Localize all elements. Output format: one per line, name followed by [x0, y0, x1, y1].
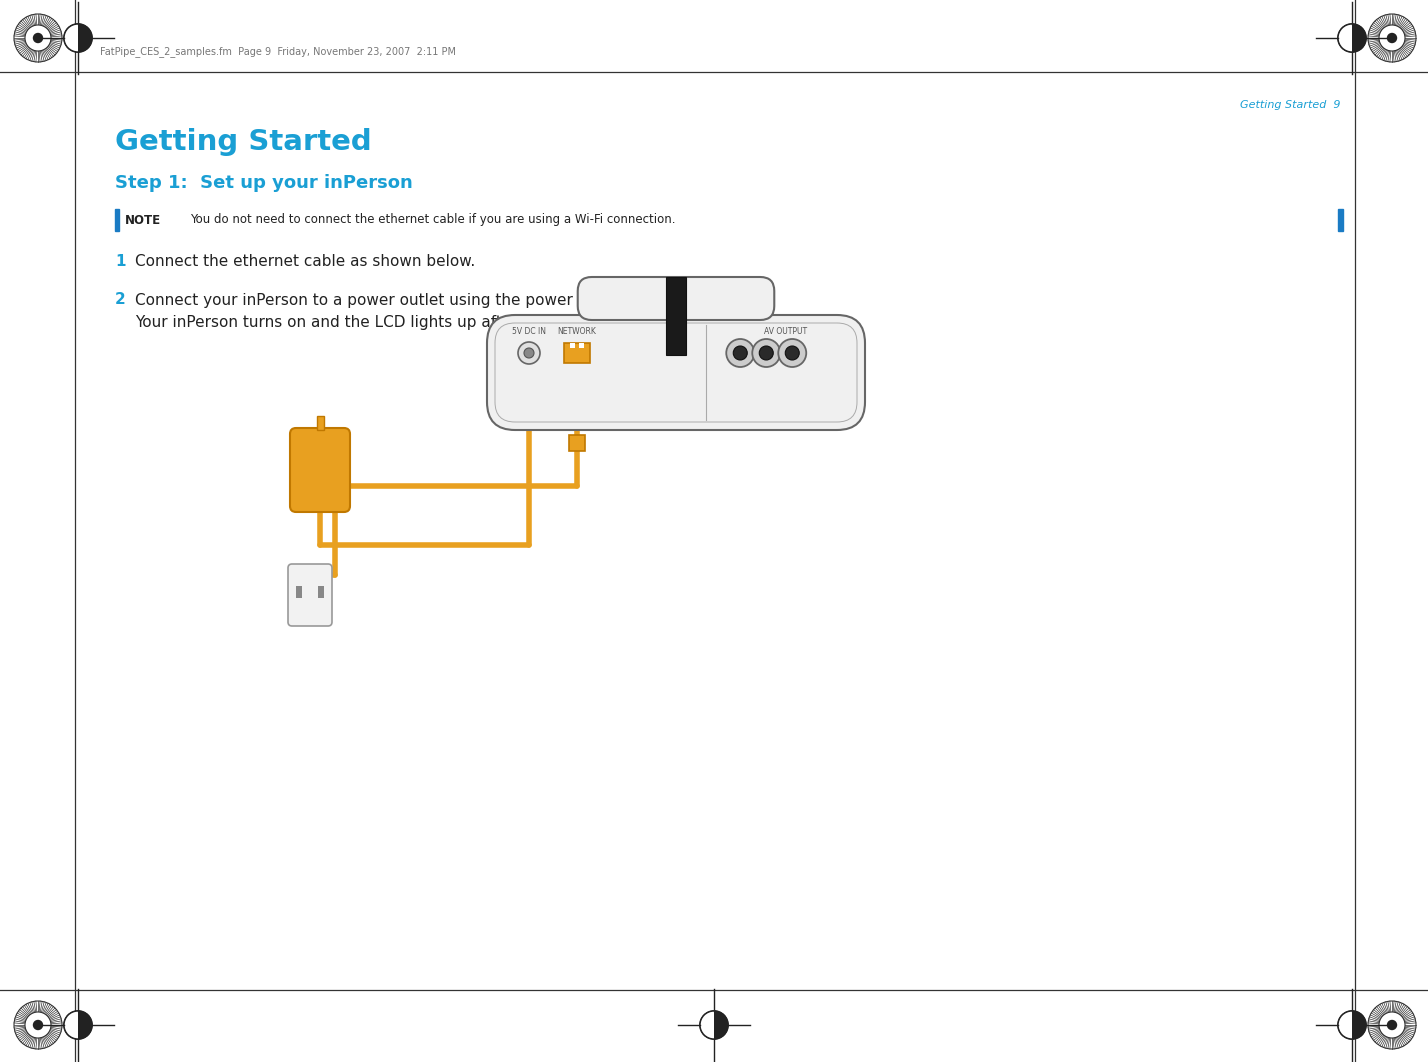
Circle shape: [26, 1012, 51, 1038]
Circle shape: [785, 346, 800, 360]
Bar: [665, 277, 685, 356]
Text: Connect your inPerson to a power outlet using the power adapter.: Connect your inPerson to a power outlet …: [136, 292, 641, 308]
Wedge shape: [79, 1011, 91, 1039]
FancyBboxPatch shape: [487, 315, 865, 430]
Wedge shape: [64, 24, 79, 52]
Circle shape: [778, 339, 807, 367]
Text: FatPipe_CES_2_samples.fm  Page 9  Friday, November 23, 2007  2:11 PM: FatPipe_CES_2_samples.fm Page 9 Friday, …: [100, 47, 456, 57]
Circle shape: [753, 339, 780, 367]
Circle shape: [26, 25, 51, 51]
Text: 1: 1: [116, 255, 126, 270]
Text: Connect the ethernet cable as shown below.: Connect the ethernet cable as shown belo…: [136, 255, 476, 270]
Wedge shape: [1352, 24, 1367, 52]
Circle shape: [1387, 33, 1397, 44]
Bar: [570, 343, 575, 348]
Wedge shape: [1338, 1011, 1352, 1039]
Circle shape: [1387, 1020, 1397, 1030]
Text: 5V DC IN: 5V DC IN: [513, 326, 545, 336]
Text: Your inPerson turns on and the LCD lights up after the power adapter is plugged : Your inPerson turns on and the LCD light…: [136, 314, 773, 329]
Text: Getting Started  9: Getting Started 9: [1240, 100, 1339, 110]
Circle shape: [33, 1020, 43, 1030]
Wedge shape: [64, 1011, 79, 1039]
FancyBboxPatch shape: [578, 277, 774, 320]
Wedge shape: [700, 1011, 714, 1039]
Text: NOTE: NOTE: [126, 213, 161, 226]
Bar: [296, 586, 301, 598]
Circle shape: [1379, 25, 1405, 51]
Circle shape: [1379, 1012, 1405, 1038]
Bar: [116, 209, 119, 232]
Wedge shape: [1338, 24, 1352, 52]
Circle shape: [727, 339, 754, 367]
Wedge shape: [79, 24, 91, 52]
Text: 2: 2: [116, 292, 126, 308]
Circle shape: [733, 346, 747, 360]
Bar: [317, 416, 324, 430]
Bar: [318, 586, 324, 598]
FancyBboxPatch shape: [290, 428, 350, 512]
Circle shape: [760, 346, 773, 360]
Wedge shape: [714, 1011, 728, 1039]
Wedge shape: [1352, 1011, 1367, 1039]
Bar: [578, 343, 584, 348]
Text: NETWORK: NETWORK: [557, 326, 597, 336]
Circle shape: [33, 33, 43, 44]
Circle shape: [524, 348, 534, 358]
FancyBboxPatch shape: [564, 343, 590, 363]
Circle shape: [518, 342, 540, 364]
Text: You do not need to connect the ethernet cable if you are using a Wi-Fi connectio: You do not need to connect the ethernet …: [190, 213, 675, 226]
Bar: [1338, 209, 1342, 232]
Text: Getting Started: Getting Started: [116, 129, 371, 156]
Text: AV OUTPUT: AV OUTPUT: [764, 326, 807, 336]
FancyBboxPatch shape: [288, 564, 331, 626]
FancyBboxPatch shape: [568, 435, 585, 451]
Text: Step 1:  Set up your inPerson: Step 1: Set up your inPerson: [116, 174, 413, 192]
